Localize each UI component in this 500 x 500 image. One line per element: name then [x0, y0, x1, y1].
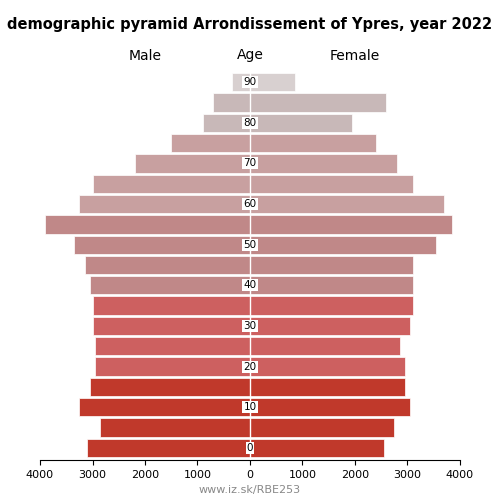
- Text: www.iz.sk/RBE253: www.iz.sk/RBE253: [199, 485, 301, 495]
- Bar: [250, 154, 397, 172]
- Text: Male: Male: [128, 48, 162, 62]
- Bar: [74, 236, 250, 254]
- Text: 90: 90: [244, 77, 256, 87]
- Bar: [90, 378, 250, 396]
- Text: 10: 10: [244, 402, 256, 412]
- Text: 40: 40: [244, 280, 256, 290]
- Bar: [134, 154, 250, 172]
- Bar: [250, 94, 386, 112]
- Text: 30: 30: [244, 321, 256, 331]
- Bar: [213, 94, 250, 112]
- Bar: [250, 134, 376, 152]
- Bar: [90, 276, 250, 294]
- Bar: [250, 276, 412, 294]
- Bar: [250, 418, 394, 436]
- Bar: [250, 378, 405, 396]
- Bar: [92, 317, 250, 335]
- Bar: [250, 438, 384, 457]
- Bar: [250, 215, 452, 234]
- Bar: [100, 418, 250, 436]
- Bar: [88, 438, 250, 457]
- Bar: [250, 337, 400, 355]
- Text: 0: 0: [246, 443, 253, 453]
- Bar: [95, 358, 250, 376]
- Bar: [250, 195, 444, 213]
- Bar: [203, 114, 250, 132]
- Bar: [250, 358, 405, 376]
- Bar: [232, 73, 250, 92]
- Text: 60: 60: [244, 199, 256, 209]
- Bar: [80, 398, 250, 416]
- Bar: [250, 114, 352, 132]
- Text: Female: Female: [330, 48, 380, 62]
- Bar: [250, 398, 410, 416]
- Bar: [171, 134, 250, 152]
- Bar: [84, 256, 250, 274]
- Text: 20: 20: [244, 362, 256, 372]
- Bar: [250, 73, 294, 92]
- Text: 80: 80: [244, 118, 256, 128]
- Bar: [250, 256, 412, 274]
- Text: 70: 70: [244, 158, 256, 168]
- Bar: [250, 296, 412, 315]
- Bar: [92, 174, 250, 193]
- Bar: [250, 317, 410, 335]
- Text: Age: Age: [236, 48, 264, 62]
- Bar: [95, 337, 250, 355]
- Bar: [80, 195, 250, 213]
- Bar: [250, 174, 412, 193]
- Bar: [92, 296, 250, 315]
- Text: demographic pyramid Arrondissement of Ypres, year 2022: demographic pyramid Arrondissement of Yp…: [8, 18, 492, 32]
- Bar: [45, 215, 250, 234]
- Bar: [250, 236, 436, 254]
- Text: 50: 50: [244, 240, 256, 250]
